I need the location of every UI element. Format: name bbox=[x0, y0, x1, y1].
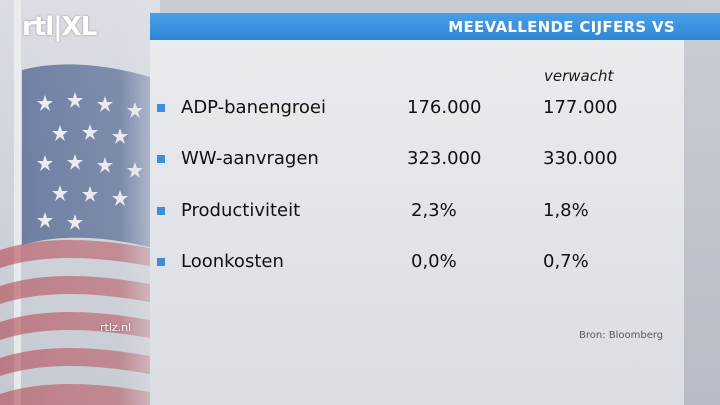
expected-value: 1,8% bbox=[543, 200, 589, 221]
row-label: Productiviteit bbox=[181, 200, 301, 221]
data-panel bbox=[150, 40, 684, 405]
rtl-z-logo-icon: rtl|XL bbox=[22, 10, 132, 46]
data-row: ADP-banengroei 176.000 177.000 bbox=[0, 96, 720, 126]
square-bullet-icon bbox=[157, 207, 165, 215]
source-credit: Bron: Bloomberg bbox=[579, 330, 664, 341]
expected-value: 0,7% bbox=[543, 251, 589, 272]
actual-value: 0,0% bbox=[411, 251, 457, 272]
actual-value: 2,3% bbox=[411, 200, 457, 221]
actual-value: 176.000 bbox=[407, 97, 482, 118]
expected-value: 177.000 bbox=[543, 97, 618, 118]
actual-value: 323.000 bbox=[407, 148, 482, 169]
expected-column-header: verwacht bbox=[544, 67, 614, 85]
expected-value: 330.000 bbox=[543, 148, 618, 169]
right-edge-strip bbox=[684, 0, 720, 405]
row-label: Loonkosten bbox=[181, 251, 284, 272]
graphic-title: MEEVALLENDE CIJFERS VS bbox=[448, 18, 675, 36]
us-flag-background bbox=[0, 0, 160, 405]
title-bar: MEEVALLENDE CIJFERS VS bbox=[150, 13, 720, 40]
logo-text: rtl|XL bbox=[22, 12, 97, 42]
row-label: ADP-banengroei bbox=[181, 97, 326, 118]
data-row: Loonkosten 0,0% 0,7% bbox=[0, 250, 720, 280]
data-row: Productiviteit 2,3% 1,8% bbox=[0, 199, 720, 229]
square-bullet-icon bbox=[157, 155, 165, 163]
website-label: rtlz.nl bbox=[100, 321, 132, 334]
square-bullet-icon bbox=[157, 104, 165, 112]
row-label: WW-aanvragen bbox=[181, 148, 319, 169]
data-row: WW-aanvragen 323.000 330.000 bbox=[0, 147, 720, 177]
square-bullet-icon bbox=[157, 258, 165, 266]
